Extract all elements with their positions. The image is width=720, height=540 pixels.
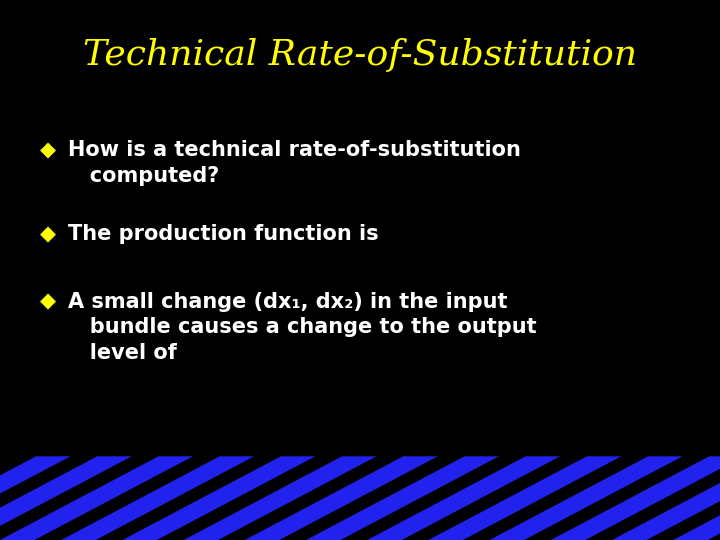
Polygon shape: [0, 456, 71, 540]
Text: ◆: ◆: [40, 292, 55, 312]
Polygon shape: [551, 456, 720, 540]
Polygon shape: [490, 456, 683, 540]
Polygon shape: [0, 456, 193, 540]
Polygon shape: [673, 456, 720, 540]
Text: The production function is: The production function is: [68, 224, 379, 244]
Polygon shape: [61, 456, 254, 540]
Text: Technical Rate-of-Substitution: Technical Rate-of-Substitution: [83, 38, 637, 72]
Polygon shape: [306, 456, 499, 540]
Text: ◆: ◆: [40, 224, 55, 244]
Text: ◆: ◆: [40, 140, 55, 160]
Polygon shape: [245, 456, 438, 540]
Polygon shape: [184, 456, 377, 540]
Text: How is a technical rate-of-substitution
   computed?: How is a technical rate-of-substitution …: [68, 140, 521, 186]
Polygon shape: [122, 456, 315, 540]
Polygon shape: [612, 456, 720, 540]
Polygon shape: [428, 456, 621, 540]
Text: A small change (dx₁, dx₂) in the input
   bundle causes a change to the output
 : A small change (dx₁, dx₂) in the input b…: [68, 292, 537, 363]
Polygon shape: [0, 456, 132, 540]
Polygon shape: [367, 456, 560, 540]
